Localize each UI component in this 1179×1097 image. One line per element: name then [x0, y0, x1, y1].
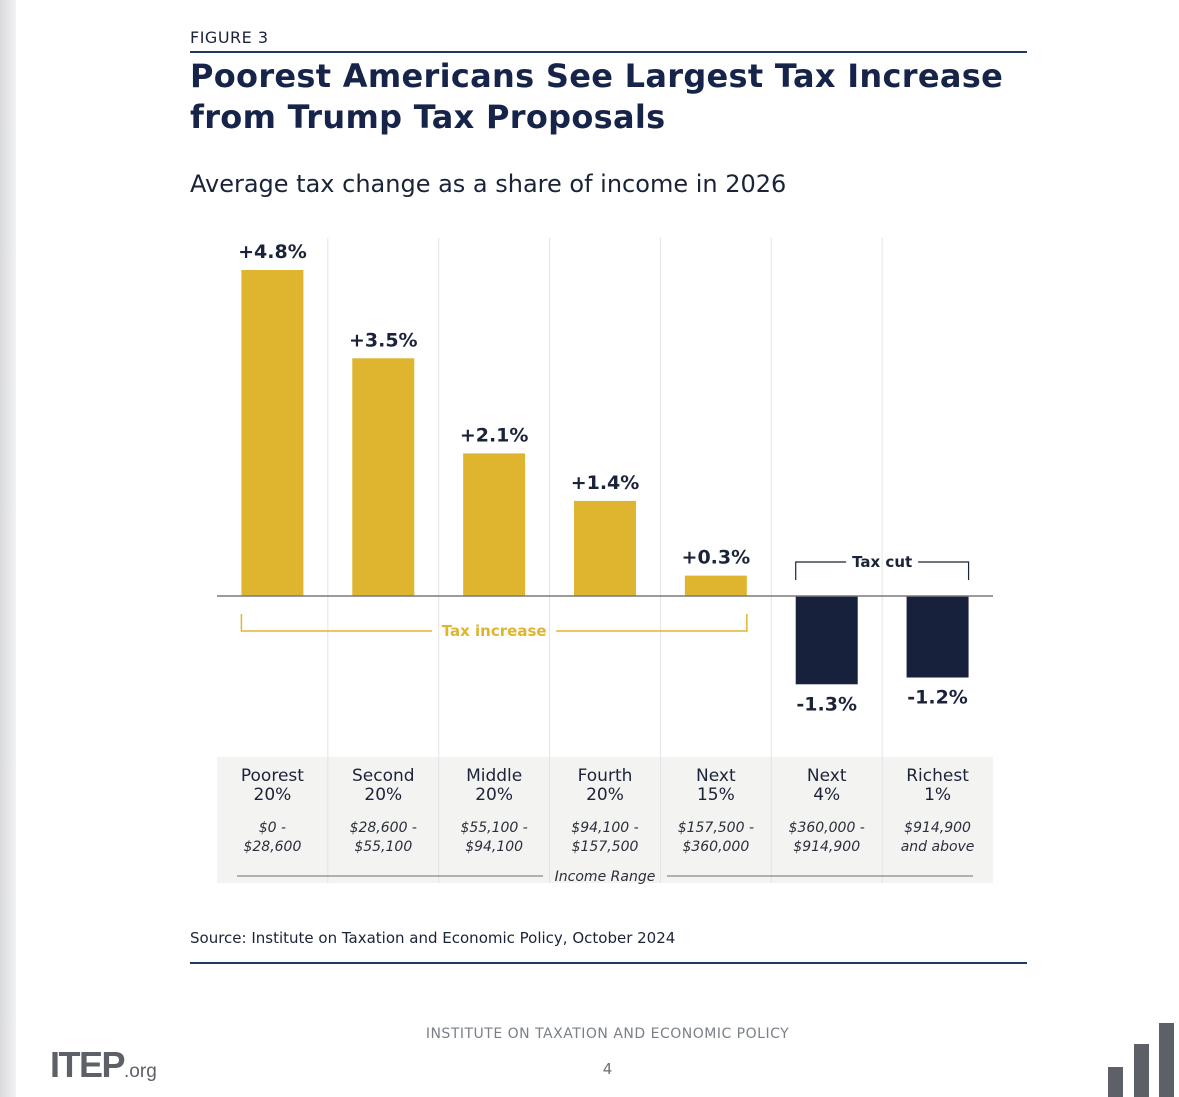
- category-label-band: [217, 757, 993, 883]
- bar-1: [241, 270, 304, 596]
- chart-subtitle: Average tax change as a share of income …: [190, 170, 787, 198]
- category-group-label-3: Middle: [466, 766, 522, 786]
- category-range-from-7: $914,900: [904, 820, 971, 836]
- itep-logo: ITEP.org: [50, 1044, 157, 1086]
- value-label-4: +1.4%: [571, 472, 640, 494]
- category-range-to-2: $55,100: [354, 839, 412, 855]
- category-range-to-5: $360,000: [682, 839, 749, 855]
- category-range-from-3: $55,100 -: [460, 820, 527, 836]
- category-group-label-4: Fourth: [578, 766, 633, 786]
- page-edge-shadow: [0, 0, 16, 1097]
- cut-bracket-left: [795, 561, 847, 580]
- category-group-share-7: 1%: [924, 785, 951, 805]
- bar-7: [906, 596, 969, 678]
- category-range-from-1: $0 -: [259, 820, 286, 836]
- category-range-to-7: and above: [901, 839, 975, 855]
- page-number: 4: [602, 1060, 613, 1078]
- increase-bracket-left: [240, 614, 433, 632]
- bar-6: [795, 596, 858, 685]
- source-note: Source: Institute on Taxation and Econom…: [190, 929, 676, 947]
- category-group-share-5: 15%: [697, 785, 735, 805]
- increase-bracket-right: [556, 614, 748, 632]
- category-range-from-6: $360,000 -: [789, 820, 865, 836]
- category-group-share-1: 20%: [254, 785, 292, 805]
- tax-cut-label: Tax cut: [852, 553, 912, 571]
- bar-chart-icon: [1108, 1023, 1174, 1097]
- category-group-share-6: 4%: [813, 785, 840, 805]
- bar-4: [574, 500, 636, 596]
- category-group-share-4: 20%: [586, 785, 624, 805]
- category-group-label-5: Next: [696, 766, 736, 786]
- figure-label: FIGURE 3: [190, 28, 269, 47]
- bottom-rule: [190, 962, 1027, 964]
- category-range-from-2: $28,600 -: [350, 820, 417, 836]
- x-axis-title: Income Range: [555, 869, 656, 885]
- top-rule: [190, 51, 1027, 53]
- value-label-6: -1.3%: [796, 693, 857, 715]
- value-label-5: +0.3%: [682, 547, 751, 569]
- bar-3: [463, 453, 526, 596]
- logo-suffix: .org: [124, 1061, 157, 1082]
- category-group-share-2: 20%: [364, 785, 402, 805]
- chart-title: Poorest Americans See Largest Tax Increa…: [190, 57, 1004, 136]
- category-range-to-4: $157,500: [572, 839, 639, 855]
- category-group-label-2: Second: [352, 766, 415, 786]
- value-label-7: -1.2%: [907, 687, 968, 709]
- logo-text: ITEP: [50, 1044, 126, 1085]
- category-range-from-4: $94,100 -: [571, 820, 638, 836]
- value-label-2: +3.5%: [349, 329, 418, 351]
- bar-5: [684, 575, 747, 596]
- bar-2: [352, 358, 415, 596]
- category-range-to-1: $28,600: [243, 839, 301, 855]
- value-label-1: +4.8%: [238, 241, 307, 263]
- category-group-share-3: 20%: [475, 785, 513, 805]
- category-range-to-6: $914,900: [793, 839, 860, 855]
- category-range-from-5: $157,500 -: [678, 820, 754, 836]
- cut-bracket-right: [918, 561, 970, 580]
- value-label-3: +2.1%: [460, 424, 529, 446]
- category-group-label-1: Poorest: [241, 766, 304, 786]
- category-group-label-7: Richest: [906, 766, 969, 786]
- category-group-label-6: Next: [807, 766, 847, 786]
- category-range-to-3: $94,100: [465, 839, 523, 855]
- tax-increase-label: Tax increase: [442, 622, 547, 640]
- footer-org-name: INSTITUTE ON TAXATION AND ECONOMIC POLIC…: [425, 1026, 790, 1042]
